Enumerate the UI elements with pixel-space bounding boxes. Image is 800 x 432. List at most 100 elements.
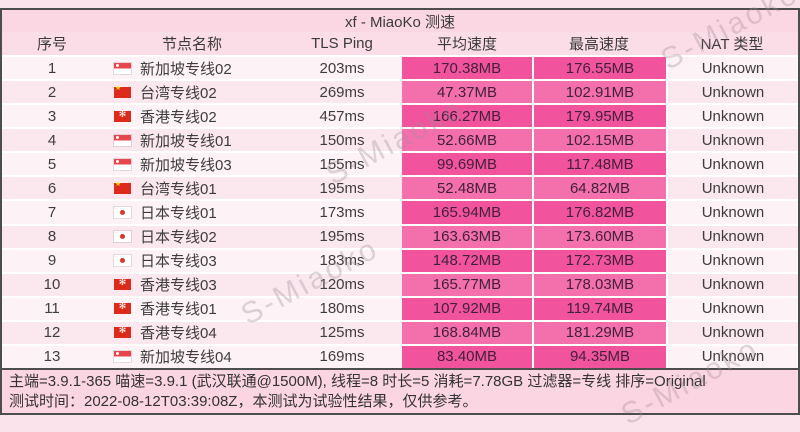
- flag-japan-icon: [114, 231, 131, 243]
- max-speed-value: 119.74MB: [532, 297, 666, 320]
- footer-line-config: 主端=3.9.1-365 喵速=3.9.1 (武汉联通@1500M), 线程=8…: [9, 373, 706, 390]
- max-speed-value: 176.82MB: [532, 201, 666, 224]
- tls-ping-value: 150ms: [282, 129, 402, 152]
- column-header-nat-type: NAT 类型: [700, 36, 764, 53]
- node-name-cell: 台湾专线01: [102, 177, 282, 200]
- row-index: 2: [2, 81, 102, 104]
- node-name-cell: 香港专线03: [102, 273, 282, 296]
- table-row: 13 新加坡专线04 169ms 83.40MB 94.35MB Unknown: [2, 343, 798, 369]
- row-index: 1: [2, 57, 102, 80]
- nat-type-value: Unknown: [666, 105, 798, 128]
- avg-speed-value: 165.77MB: [402, 273, 532, 296]
- tls-ping-value: 195ms: [282, 177, 402, 200]
- column-header-max-speed: 最高速度: [568, 36, 629, 53]
- nat-type-value: Unknown: [666, 201, 798, 224]
- node-name: 新加坡专线04: [140, 349, 232, 367]
- nat-type-value: Unknown: [666, 321, 798, 344]
- table-row: 10 香港专线03 120ms 165.77MB 178.03MB Unknow…: [2, 271, 798, 296]
- row-index: 11: [2, 297, 102, 320]
- table-row: 3 香港专线02 457ms 166.27MB 179.95MB Unknown: [2, 103, 798, 128]
- node-name: 新加坡专线01: [140, 132, 232, 150]
- table-row: 2 台湾专线02 269ms 47.37MB 102.91MB Unknown: [2, 79, 798, 104]
- node-name-cell: 日本专线01: [102, 201, 282, 224]
- avg-speed-value: 168.84MB: [402, 321, 532, 344]
- table-header-row: 序号 节点名称 TLS Ping 平均速度 最高速度 NAT 类型: [2, 32, 798, 55]
- row-index: 10: [2, 273, 102, 296]
- node-name-cell: 日本专线02: [102, 225, 282, 248]
- row-index: 7: [2, 201, 102, 224]
- avg-speed-value: 170.38MB: [402, 57, 532, 80]
- avg-speed-value: 166.27MB: [402, 105, 532, 128]
- tls-ping-value: 173ms: [282, 201, 402, 224]
- node-name-cell: 香港专线04: [102, 321, 282, 344]
- nat-type-value: Unknown: [666, 345, 798, 369]
- avg-speed-value: 52.66MB: [402, 129, 532, 152]
- tls-ping-value: 125ms: [282, 321, 402, 344]
- flag-japan-icon: [114, 207, 131, 218]
- table-body: 1 新加坡专线02 203ms 170.38MB 176.55MB Unknow…: [2, 55, 798, 369]
- nat-type-value: Unknown: [666, 81, 798, 104]
- row-index: 9: [2, 249, 102, 272]
- max-speed-value: 172.73MB: [532, 249, 666, 272]
- max-speed-value: 176.55MB: [532, 57, 666, 80]
- nat-type-value: Unknown: [666, 57, 798, 80]
- column-header-avg-speed: 平均速度: [436, 36, 497, 53]
- node-name: 日本专线01: [140, 205, 217, 222]
- table-row: 4 新加坡专线01 150ms 52.66MB 102.15MB Unknown: [2, 127, 798, 152]
- node-name: 新加坡专线02: [140, 60, 232, 78]
- node-name-cell: 新加坡专线04: [102, 345, 282, 369]
- nat-type-value: Unknown: [666, 273, 798, 296]
- max-speed-value: 181.29MB: [532, 321, 666, 344]
- tls-ping-value: 183ms: [282, 249, 402, 272]
- nat-type-value: Unknown: [666, 153, 798, 176]
- tls-ping-value: 269ms: [282, 81, 402, 104]
- max-speed-value: 173.60MB: [532, 225, 666, 248]
- footer-line-timestamp: 测试时间：2022-08-12T03:39:08Z，本测试为试验性结果，仅供参考…: [9, 393, 478, 410]
- node-name: 香港专线02: [140, 108, 217, 126]
- table-row: 11 香港专线01 180ms 107.92MB 119.74MB Unknow…: [2, 295, 798, 320]
- max-speed-value: 102.15MB: [532, 129, 666, 152]
- nat-type-value: Unknown: [666, 249, 798, 272]
- node-name: 香港专线04: [140, 325, 217, 343]
- avg-speed-value: 148.72MB: [402, 249, 532, 272]
- tls-ping-value: 195ms: [282, 225, 402, 248]
- avg-speed-value: 52.48MB: [402, 177, 532, 200]
- flag-singapore-icon: [114, 158, 131, 170]
- row-index: 4: [2, 129, 102, 152]
- node-name: 台湾专线01: [140, 180, 217, 198]
- column-header-index: 序号: [36, 36, 67, 53]
- row-index: 8: [2, 225, 102, 248]
- column-header-tls-ping: TLS Ping: [311, 35, 373, 52]
- node-name-cell: 台湾专线02: [102, 81, 282, 104]
- flag-singapore-icon: [114, 62, 131, 74]
- node-name: 香港专线03: [140, 277, 217, 295]
- node-name: 新加坡专线03: [140, 156, 232, 174]
- tls-ping-value: 169ms: [282, 345, 402, 369]
- avg-speed-value: 99.69MB: [402, 153, 532, 176]
- nat-type-value: Unknown: [666, 129, 798, 152]
- avg-speed-value: 165.94MB: [402, 201, 532, 224]
- table-row: 12 香港专线04 125ms 168.84MB 181.29MB Unknow…: [2, 319, 798, 344]
- nat-type-value: Unknown: [666, 225, 798, 248]
- node-name: 香港专线01: [140, 301, 217, 319]
- max-speed-value: 64.82MB: [532, 177, 666, 200]
- table-row: 8 日本专线02 195ms 163.63MB 173.60MB Unknown: [2, 223, 798, 248]
- flag-singapore-icon: [114, 134, 131, 146]
- node-name-cell: 日本专线03: [102, 249, 282, 272]
- flag-hongkong-icon: [114, 301, 131, 315]
- node-name-cell: 新加坡专线02: [102, 57, 282, 80]
- node-name: 日本专线02: [140, 229, 217, 247]
- flag-china-icon: [114, 180, 131, 194]
- row-index: 3: [2, 105, 102, 128]
- flag-hongkong-icon: [114, 109, 131, 122]
- node-name-cell: 香港专线02: [102, 105, 282, 128]
- max-speed-value: 102.91MB: [532, 81, 666, 104]
- max-speed-value: 179.95MB: [532, 105, 666, 128]
- flag-hongkong-icon: [114, 325, 131, 339]
- speedtest-result-panel: xf - MiaoKo 测速 序号 节点名称 TLS Ping 平均速度 最高速…: [0, 8, 800, 415]
- avg-speed-value: 107.92MB: [402, 297, 532, 320]
- node-name: 台湾专线02: [140, 84, 217, 102]
- max-speed-value: 117.48MB: [532, 153, 666, 176]
- flag-japan-icon: [114, 255, 131, 267]
- row-index: 12: [2, 321, 102, 344]
